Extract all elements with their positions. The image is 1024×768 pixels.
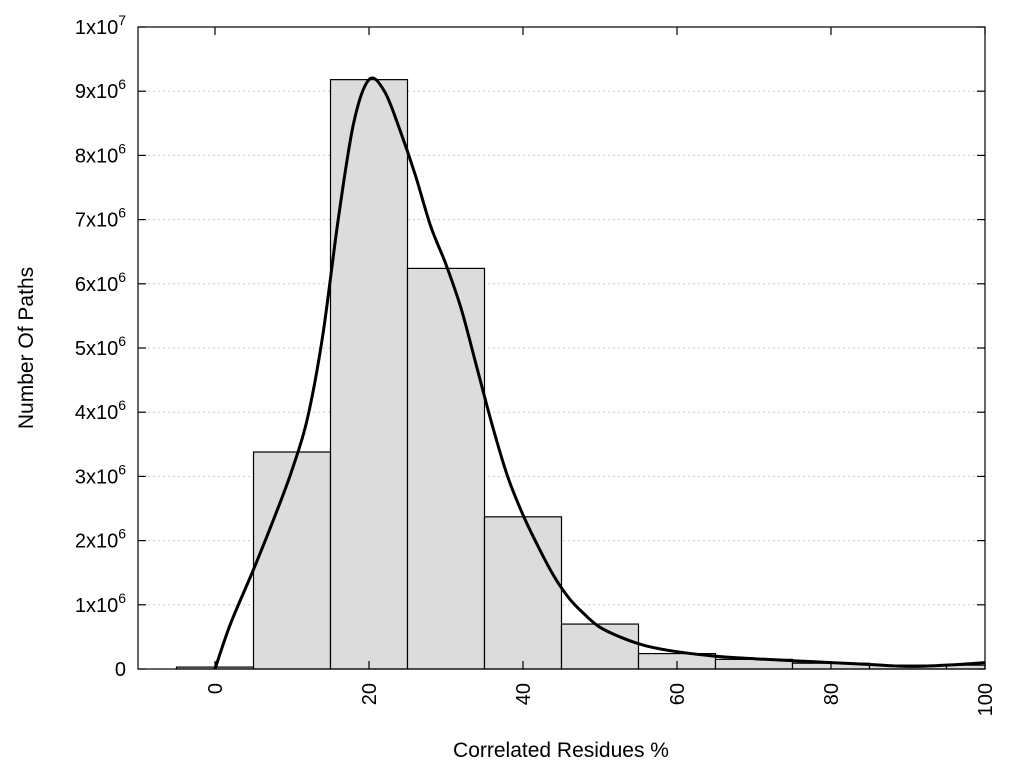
fit-curve [213, 76, 986, 670]
y-tick-label-3: 3x106 [75, 461, 126, 488]
bar-3 [406, 267, 486, 670]
y-tick-label-4: 4x106 [75, 397, 126, 424]
fit-curve-layer [213, 76, 986, 670]
bar-1 [252, 451, 332, 670]
y-tick-label-10: 1x107 [75, 12, 126, 39]
bar-2 [329, 79, 409, 670]
x-tick-label-5: 100 [975, 683, 997, 716]
y-tick-label-2: 2x106 [75, 526, 126, 553]
x-tick-label-0: 0 [205, 683, 227, 694]
y-tick-label-0: 0 [115, 659, 126, 681]
y-tick-label-5: 5x106 [75, 333, 126, 360]
bar-5 [560, 623, 640, 670]
y-tick-label-1: 1x106 [75, 590, 126, 617]
x-tick-label-2: 40 [513, 683, 535, 705]
axis-ticks [138, 26, 986, 670]
bar-4 [483, 516, 563, 670]
x-tick-labels: 0 20 40 60 80 100 [205, 683, 997, 716]
y-tick-label-9: 9x106 [75, 76, 126, 103]
y-tick-label-6: 6x106 [75, 269, 126, 296]
histogram-bars [175, 79, 986, 670]
x-axis-title: Correlated Residues % [453, 739, 669, 762]
y-tick-label-7: 7x106 [75, 205, 126, 232]
x-tick-label-4: 80 [821, 683, 843, 705]
x-tick-label-1: 20 [359, 683, 381, 705]
y-axis-title: Number Of Paths [15, 267, 38, 429]
y-tick-labels: 0 1x106 2x106 3x106 4x106 5x106 6x106 7x106 8x10… [75, 12, 126, 681]
y-tick-label-8: 8x106 [75, 140, 126, 167]
x-tick-label-3: 60 [667, 683, 689, 705]
